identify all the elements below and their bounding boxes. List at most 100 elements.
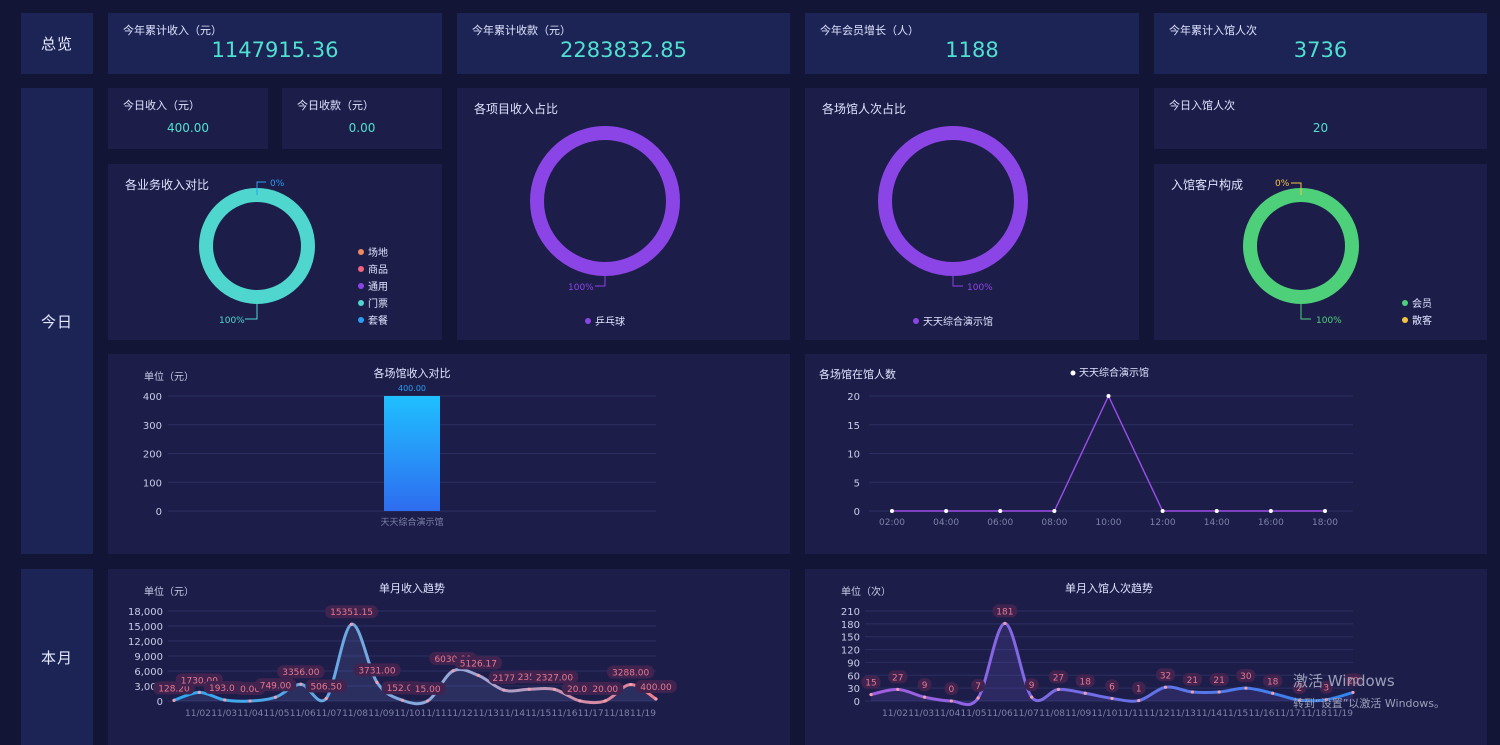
legend-label: 套餐 xyxy=(368,316,388,327)
x-tick-label: 16:00 xyxy=(1258,518,1284,528)
x-tick-label: 11/09 xyxy=(1065,709,1091,719)
x-tick-label: 11/17 xyxy=(578,709,604,719)
data-label-bg xyxy=(1182,673,1202,686)
data-label-bg xyxy=(1319,680,1334,694)
data-point xyxy=(1351,690,1355,695)
data-label: 2177 xyxy=(492,674,515,684)
legend-dot xyxy=(585,317,591,324)
kpi-title: 今年累计入馆人次 xyxy=(1169,24,1257,37)
legend-label[interactable]: 天天综合演示馆 xyxy=(1079,366,1149,379)
data-label-bg xyxy=(1131,681,1146,695)
x-tick-label: 11/12 xyxy=(1144,709,1170,719)
card-title: 今日收入（元） xyxy=(123,99,200,112)
kpi-value: 1188 xyxy=(945,38,999,62)
legend-item[interactable]: 散客 xyxy=(1402,311,1432,328)
legend-item[interactable]: 天天综合演示馆 xyxy=(913,312,993,329)
data-label: 3731.00 xyxy=(358,666,395,676)
data-label-bg xyxy=(587,681,624,695)
data-label: 15.00 xyxy=(415,685,441,695)
data-point xyxy=(1214,509,1219,513)
bar xyxy=(384,396,440,511)
legend-item[interactable]: 会员 xyxy=(1402,294,1432,311)
donut-ring-pingpong xyxy=(530,126,680,276)
data-point xyxy=(451,669,455,673)
legend-item[interactable]: 套餐 xyxy=(358,311,388,328)
x-tick-label: 11/17 xyxy=(1275,709,1301,719)
data-label: 27 xyxy=(892,673,903,683)
data-point xyxy=(896,687,900,692)
y-tick-label: 180 xyxy=(841,620,860,631)
nav-today[interactable]: 今日 xyxy=(21,88,93,554)
legend-label: 会员 xyxy=(1412,299,1432,310)
x-tick-label: 02:00 xyxy=(879,518,905,528)
data-label: 20.00 xyxy=(567,685,593,695)
legend-item[interactable]: 通用 xyxy=(358,277,388,294)
chart-title: 入馆客户构成 xyxy=(1171,178,1244,192)
x-tick-label: 11/03 xyxy=(211,709,237,719)
data-label: 15 xyxy=(865,679,876,689)
y-tick-label: 0 xyxy=(157,697,163,708)
y-tick-label: 15 xyxy=(847,421,860,432)
data-point xyxy=(1137,698,1141,703)
data-point xyxy=(949,699,953,703)
donut-label-top: 0% xyxy=(1275,179,1290,189)
data-label-bg xyxy=(1048,670,1069,684)
data-point xyxy=(527,687,531,691)
data-label-bg xyxy=(1075,674,1095,688)
legend-label: 门票 xyxy=(368,299,388,310)
legend-dot xyxy=(358,265,364,272)
data-point xyxy=(1268,509,1273,513)
x-tick-label: 04:00 xyxy=(933,518,959,528)
kpi-card-members: 今年会员增长（人） 1188 xyxy=(805,13,1139,74)
monthly-income-trend-panel: 单位（元） 单月收入趋势 18,000 15,000 12,000 9,000 6,00… xyxy=(108,569,790,745)
donut-label-bottom: 100% xyxy=(1316,316,1342,326)
legend-item[interactable]: 商品 xyxy=(358,260,388,277)
legend-item[interactable]: 场地 xyxy=(358,243,388,260)
data-label-bg xyxy=(454,656,503,670)
nav-month[interactable]: 本月 xyxy=(21,569,93,745)
data-point xyxy=(890,509,894,513)
data-point xyxy=(1106,394,1111,398)
watermark-line2: 转到“设置”以激活 Windows。 xyxy=(1293,697,1445,710)
data-point xyxy=(426,699,430,703)
y-tick-label: 60 xyxy=(847,671,860,682)
data-point xyxy=(1083,691,1087,695)
legend-dot xyxy=(913,317,919,324)
monthly-income-trend-chart: 单位（元） 单月收入趋势 18,000 15,000 12,000 9,000 6,00… xyxy=(128,581,677,719)
data-point xyxy=(1323,509,1327,513)
data-label: 3 xyxy=(1323,684,1329,694)
data-label-bg xyxy=(992,604,1018,618)
data-point xyxy=(869,692,873,697)
data-label-bg xyxy=(530,670,579,684)
legend-dot xyxy=(358,299,364,306)
x-tick-label: 11/14 xyxy=(1196,709,1222,719)
data-label: 7 xyxy=(975,682,981,692)
data-point xyxy=(1163,685,1168,689)
x-tick-label: 11/06 xyxy=(987,709,1013,719)
nav-today-label: 今日 xyxy=(40,312,73,331)
nav-overview[interactable]: 总览 xyxy=(21,13,93,74)
data-label-bg xyxy=(1209,673,1229,686)
legend-item[interactable]: 门票 xyxy=(358,294,388,311)
kpi-title: 今年累计收入（元） xyxy=(123,24,222,37)
series-line xyxy=(870,621,1354,707)
legend-dot xyxy=(1070,370,1076,376)
windows-activation-watermark: 激活 Windows 转到“设置”以激活 Windows。 xyxy=(1293,670,1445,711)
label-leader-bottom xyxy=(952,276,963,287)
x-tick-label: 11/19 xyxy=(630,709,656,719)
data-label: 18 xyxy=(1267,677,1279,687)
data-point xyxy=(1324,698,1328,702)
data-point xyxy=(629,682,633,687)
data-point xyxy=(944,509,949,513)
series-line xyxy=(173,622,657,706)
y-tick-label: 0 xyxy=(156,507,162,518)
data-point xyxy=(476,673,481,677)
data-point xyxy=(248,699,252,703)
data-point xyxy=(1217,690,1221,694)
legend-label: 场地 xyxy=(368,248,388,259)
data-point xyxy=(1271,691,1275,695)
y-tick-label: 10 xyxy=(847,450,860,461)
legend-item[interactable]: 乒乓球 xyxy=(585,312,625,329)
data-label-bg xyxy=(1263,674,1283,688)
data-point xyxy=(1056,687,1061,692)
